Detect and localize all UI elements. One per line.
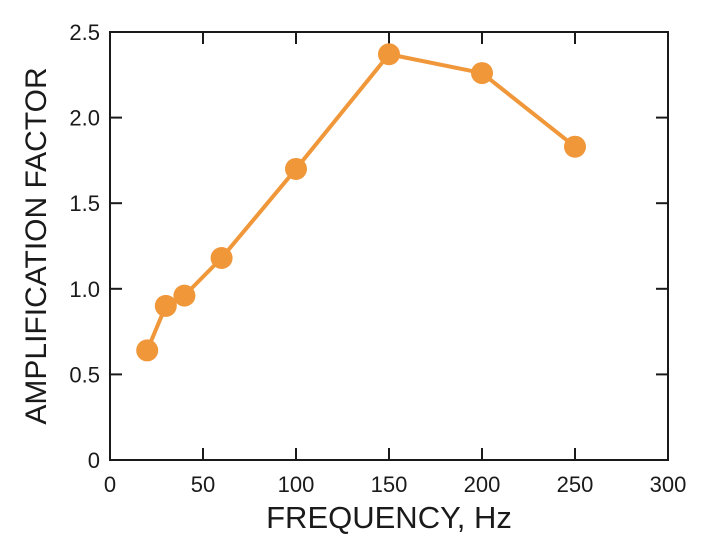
y-axis-title: AMPLIFICATION FACTOR [20, 67, 53, 424]
x-tick-label: 300 [650, 472, 687, 497]
data-point [378, 43, 400, 66]
data-point [564, 135, 586, 158]
y-tick-label: 0 [88, 448, 100, 473]
series-line [145, 52, 577, 352]
x-axis: 0 50 100 150 200 250 300 [104, 32, 686, 497]
y-tick-label: 2.5 [69, 20, 100, 45]
series-layer [136, 43, 586, 362]
x-tick-label: 100 [278, 472, 315, 497]
x-tick-label: 50 [191, 472, 215, 497]
data-point [173, 284, 196, 307]
y-tick-label: 0.5 [69, 362, 100, 387]
data-point [285, 157, 307, 180]
x-axis-title: FREQUENCY, Hz [266, 500, 512, 535]
x-tick-label: 200 [464, 472, 501, 497]
y-axis: 0 0.5 1.0 1.5 2.0 2.5 [69, 20, 668, 473]
y-tick-label: 1.0 [69, 277, 100, 302]
data-point [471, 62, 493, 85]
plot-frame [109, 31, 669, 461]
data-point [210, 246, 233, 269]
x-tick-label: 250 [557, 472, 594, 497]
x-tick-label: 0 [104, 472, 116, 497]
y-tick-label: 2.0 [69, 106, 100, 131]
x-tick-label: 150 [371, 472, 408, 497]
data-point [136, 339, 159, 362]
y-tick-label: 1.5 [69, 191, 100, 216]
data-point [154, 294, 177, 317]
